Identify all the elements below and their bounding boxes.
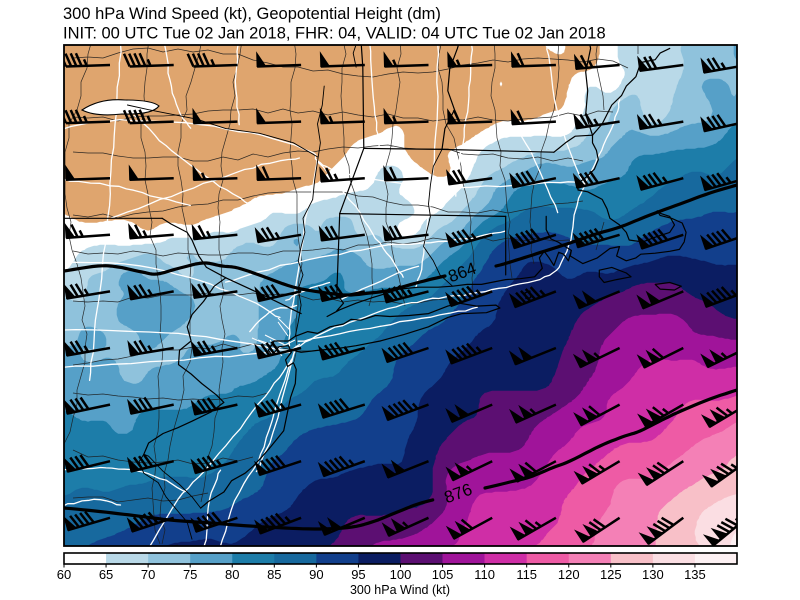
svg-text:115: 115 [516, 567, 537, 582]
svg-text:65: 65 [99, 567, 113, 582]
svg-text:INIT: 00 UTC Tue 02 Jan 2018,: INIT: 00 UTC Tue 02 Jan 2018, FHR: 04, V… [63, 25, 606, 43]
svg-text:100: 100 [390, 567, 412, 582]
svg-text:300 hPa Wind Speed (kt), Geopo: 300 hPa Wind Speed (kt), Geopotential He… [63, 5, 441, 23]
svg-text:130: 130 [642, 567, 664, 582]
svg-text:80: 80 [225, 567, 239, 582]
svg-text:105: 105 [432, 567, 454, 582]
svg-text:85: 85 [267, 567, 281, 582]
svg-text:125: 125 [600, 567, 622, 582]
svg-text:70: 70 [141, 567, 155, 582]
svg-text:60: 60 [57, 567, 71, 582]
svg-text:90: 90 [309, 567, 323, 582]
svg-text:120: 120 [558, 567, 580, 582]
svg-text:300 hPa Wind (kt): 300 hPa Wind (kt) [350, 583, 450, 597]
svg-text:135: 135 [684, 567, 706, 582]
svg-text:110: 110 [474, 567, 495, 582]
svg-text:75: 75 [183, 567, 197, 582]
svg-text:95: 95 [351, 567, 365, 582]
